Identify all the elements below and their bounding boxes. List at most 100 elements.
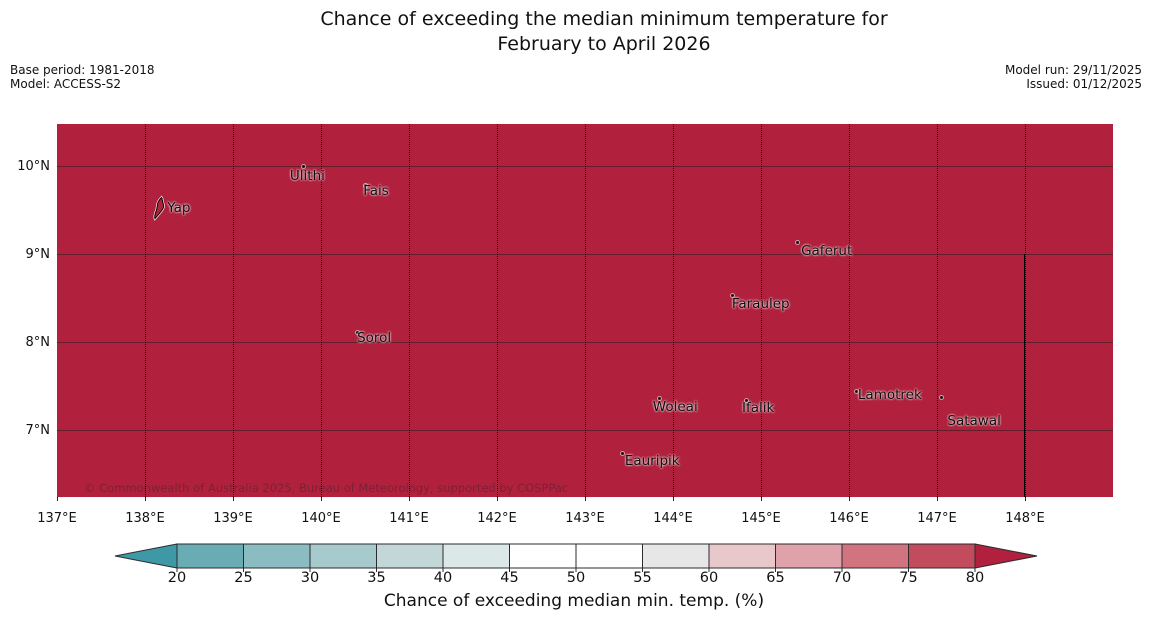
colorbar-tick-label: 20 xyxy=(167,570,187,586)
island-label-faraulep: Faraulep xyxy=(731,295,790,312)
island-label-yap: Yap xyxy=(167,200,191,217)
lon-gridline xyxy=(760,124,762,497)
lon-gridline xyxy=(144,124,146,497)
colorbar-tick-label: 35 xyxy=(367,570,386,586)
x-tick-label: 146°E xyxy=(829,511,869,526)
issued-text: Issued: 01/12/2025 xyxy=(1026,77,1142,91)
x-tick-mark xyxy=(848,497,850,501)
x-tick-mark xyxy=(1024,497,1026,501)
x-tick-label: 139°E xyxy=(213,511,253,526)
colorbar-tick-label: 25 xyxy=(234,570,253,586)
x-tick-label: 141°E xyxy=(389,511,429,526)
lon-gridline xyxy=(936,124,938,497)
lon-gridline xyxy=(848,124,850,497)
colorbar-over-arrow xyxy=(974,543,1038,569)
model-run-text: Model run: 29/11/2025 xyxy=(1004,63,1142,77)
lon-gridline xyxy=(584,124,586,497)
colorbar-tick-label: 60 xyxy=(699,570,719,586)
colorbar-segment xyxy=(708,543,776,569)
colorbar-segment xyxy=(243,543,311,569)
x-tick-label: 144°E xyxy=(653,511,693,526)
colorbar-tick-label: 30 xyxy=(300,570,320,586)
colorbar-tick-label: 45 xyxy=(500,570,519,586)
lon-gridline xyxy=(232,124,234,497)
island-marker-ulithi xyxy=(301,164,305,168)
x-tick-mark xyxy=(496,497,498,501)
copyright-text: © Commonwealth of Australia 2025, Bureau… xyxy=(84,481,569,495)
colorbar-segment xyxy=(575,543,643,569)
y-tick-label: 9°N xyxy=(25,246,51,262)
lon-gridline xyxy=(408,124,410,497)
x-tick-label: 142°E xyxy=(477,511,517,526)
x-tick-mark xyxy=(320,497,322,501)
colorbar-segment xyxy=(309,543,377,569)
x-tick-label: 143°E xyxy=(565,511,605,526)
colorbar-tick-label: 50 xyxy=(566,570,586,586)
colorbar-segment xyxy=(376,543,444,569)
model-text: Model: ACCESS-S2 xyxy=(10,77,122,91)
colorbar-segment xyxy=(176,543,244,569)
lon-gridline xyxy=(496,124,498,497)
island-marker-eauripik xyxy=(621,451,625,455)
island-label-gaferut: Gaferut xyxy=(801,242,853,259)
colorbar-tick-label: 40 xyxy=(433,570,453,586)
colorbar-tick-label: 80 xyxy=(965,570,985,586)
x-tick-mark xyxy=(672,497,674,501)
x-tick-mark xyxy=(936,497,938,501)
x-tick-mark xyxy=(232,497,234,501)
meta-right: Model run: 29/11/2025 Issued: 01/12/2025 xyxy=(1005,63,1142,91)
y-tick-label: 7°N xyxy=(25,422,51,438)
colorbar-segment xyxy=(642,543,710,569)
colorbar-segment xyxy=(841,543,909,569)
island-marker-sorol xyxy=(355,330,359,334)
colorbar-segment xyxy=(442,543,510,569)
island-label-ifalik: Ifalik xyxy=(742,400,775,417)
y-tick-label: 10°N xyxy=(17,158,50,174)
x-tick-label: 148°E xyxy=(1005,511,1045,526)
island-marker-fais xyxy=(363,184,367,188)
x-tick-label: 145°E xyxy=(741,511,781,526)
base-period-text: Base period: 1981-2018 xyxy=(10,63,155,77)
colorbar-segment xyxy=(509,543,577,569)
island-label-sorol: Sorol xyxy=(357,330,392,347)
figure-title-line2: February to April 2026 xyxy=(497,33,711,55)
x-tick-label: 138°E xyxy=(125,511,165,526)
x-tick-label: 140°E xyxy=(301,511,341,526)
island-marker-woleai xyxy=(658,396,662,400)
lon-gridline xyxy=(320,124,322,497)
island-label-satawal: Satawal xyxy=(947,412,1001,429)
x-tick-mark xyxy=(144,497,146,501)
colorbar-tick-label: 65 xyxy=(766,570,785,586)
meta-left: Base period: 1981-2018 Model: ACCESS-S2 xyxy=(10,63,155,91)
island-label-ulithi: Ulithi xyxy=(289,168,325,185)
colorbar-segment xyxy=(908,543,976,569)
map-area: © Commonwealth of Australia 2025, Bureau… xyxy=(57,124,1113,497)
x-tick-mark xyxy=(584,497,586,501)
colorbar-tick-label: 70 xyxy=(832,570,852,586)
colorbar-under-arrow xyxy=(114,543,178,569)
island-label-fais: Fais xyxy=(363,182,389,199)
island-marker-gaferut xyxy=(795,241,799,245)
colorbar-tick-label: 75 xyxy=(899,570,918,586)
y-tick-label: 8°N xyxy=(25,334,51,350)
colorbar-label: Chance of exceeding median min. temp. (%… xyxy=(383,591,765,611)
island-label-woleai: Woleai xyxy=(652,399,698,416)
region-boundary-line xyxy=(1024,254,1026,497)
island-shape-yap xyxy=(153,195,166,222)
colorbar-segment xyxy=(775,543,843,569)
island-label-lamotrek: Lamotrek xyxy=(857,387,922,404)
x-tick-mark xyxy=(408,497,410,501)
island-marker-satawal xyxy=(939,396,943,400)
figure-title: Chance of exceeding the median minimum t… xyxy=(58,7,1150,57)
colorbar xyxy=(114,543,1038,572)
lon-gridline xyxy=(672,124,674,497)
x-tick-mark xyxy=(760,497,762,501)
island-marker-lamotrek xyxy=(855,389,859,393)
island-marker-faraulep xyxy=(731,294,735,298)
x-tick-label: 147°E xyxy=(917,511,957,526)
x-tick-label: 137°E xyxy=(37,511,77,526)
x-tick-mark xyxy=(56,497,58,501)
colorbar-tick-label: 55 xyxy=(633,570,652,586)
figure-title-line1: Chance of exceeding the median minimum t… xyxy=(320,8,888,30)
